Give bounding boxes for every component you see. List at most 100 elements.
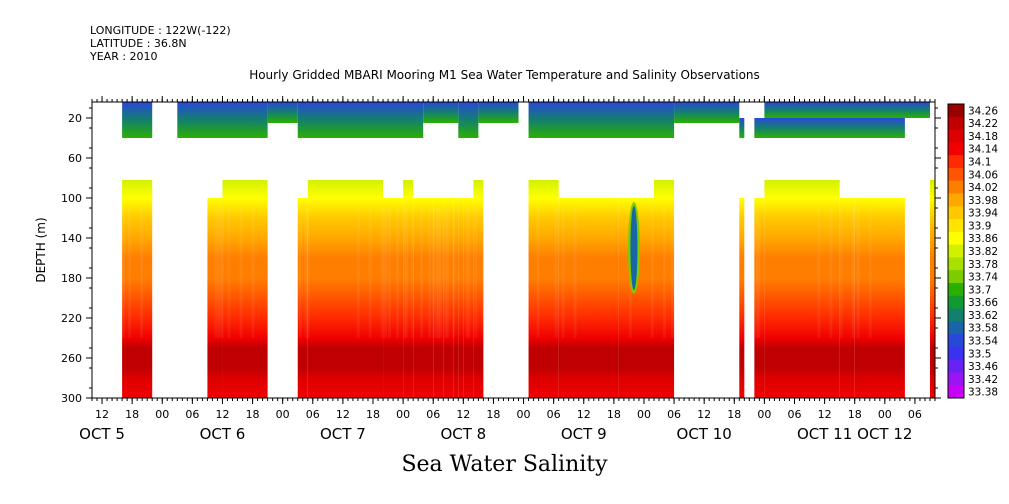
colorbar-swatch	[948, 321, 964, 335]
colorbar-swatch	[948, 346, 964, 361]
texture-streak	[561, 208, 565, 338]
deep-data-block	[297, 198, 308, 398]
x-hour-tick-label: 00	[757, 408, 771, 421]
colorbar-label: 33.66	[968, 297, 998, 309]
texture-streak	[474, 208, 478, 338]
x-hour-tick-label: 00	[396, 408, 410, 421]
colorbar-swatch	[948, 295, 964, 310]
texture-streak	[467, 208, 471, 338]
texture-streak	[122, 208, 126, 338]
colorbar-label: 33.78	[968, 259, 998, 271]
texture-streak	[239, 208, 243, 338]
deep-data-block	[854, 198, 905, 398]
texture-streak	[452, 208, 456, 338]
texture-streak	[437, 208, 441, 338]
colorbar-swatch	[948, 206, 964, 220]
texture-streak	[128, 208, 132, 338]
texture-streak	[396, 208, 400, 338]
x-hour-tick-label: 18	[366, 408, 380, 421]
x-hour-tick-label: 18	[125, 408, 139, 421]
texture-streak	[220, 208, 224, 338]
deep-data-block	[458, 198, 464, 398]
texture-streak	[217, 208, 221, 338]
texture-streak	[298, 208, 302, 338]
x-hour-tick-label: 06	[547, 408, 561, 421]
colorbar-swatch	[948, 308, 964, 322]
colorbar-swatch	[948, 359, 964, 373]
colorbar-label: 34.1	[968, 157, 991, 169]
x-hour-tick-label: 12	[95, 408, 109, 421]
texture-streak	[140, 208, 144, 338]
deep-data-block	[122, 180, 153, 398]
surface-data-block	[267, 102, 298, 123]
x-day-label: OCT 8	[440, 425, 486, 443]
colorbar-swatch	[948, 104, 964, 118]
x-hour-tick-label: 00	[517, 408, 531, 421]
surface-data-block	[739, 118, 745, 138]
deep-data-block	[413, 198, 434, 398]
colorbar-label: 34.26	[968, 105, 998, 117]
colorbar-label: 34.14	[968, 144, 998, 156]
deep-data-block	[463, 198, 474, 398]
x-hour-tick-label: 06	[908, 408, 922, 421]
x-hour-tick-label: 00	[637, 408, 651, 421]
x-hour-tick-label: 06	[185, 408, 199, 421]
year-label: YEAR : 2010	[90, 50, 158, 63]
texture-streak	[384, 208, 388, 338]
texture-streak	[817, 208, 821, 338]
texture-streak	[435, 208, 439, 338]
texture-streak	[573, 208, 577, 338]
texture-streak	[536, 208, 540, 338]
surface-data-block	[177, 102, 268, 138]
texture-streak	[405, 208, 409, 338]
x-hour-tick-label: 00	[878, 408, 892, 421]
location-header: LONGITUDE : 122W(-122) LATITUDE : 36.8N …	[90, 24, 231, 63]
texture-streak	[868, 208, 872, 338]
colorbar-swatch	[948, 385, 964, 399]
colorbar-swatch	[948, 244, 964, 258]
x-hour-tick-label: 00	[155, 408, 169, 421]
texture-streak	[554, 208, 558, 338]
x-hour-tick-label: 06	[426, 408, 440, 421]
surface-data-block	[423, 102, 459, 123]
x-day-label: OCT 9	[561, 425, 607, 443]
texture-streak	[856, 208, 860, 338]
colorbar-swatch	[948, 334, 964, 348]
texture-streak	[428, 208, 432, 338]
x-day-label: OCT 5	[79, 425, 125, 443]
x-hour-tick-label: 00	[276, 408, 290, 421]
colorbar-label: 33.98	[968, 195, 998, 207]
x-hour-tick-label: 18	[848, 408, 862, 421]
texture-streak	[465, 208, 469, 338]
x-hour-tick-label: 18	[607, 408, 621, 421]
texture-streak	[851, 208, 855, 338]
texture-streak	[403, 208, 407, 338]
x-hour-tick-label: 06	[788, 408, 802, 421]
colorbar-swatch	[948, 193, 964, 207]
colorbar-label: 33.42	[968, 374, 998, 386]
deep-data-block	[654, 180, 675, 398]
texture-streak	[304, 208, 308, 338]
colorbar-label: 34.22	[968, 118, 998, 130]
colorbar-swatch	[948, 270, 964, 284]
colorbar-swatch	[948, 155, 964, 169]
deep-data-block	[558, 198, 619, 398]
texture-streak	[214, 208, 218, 338]
colorbar-swatch	[948, 142, 964, 156]
deep-data-block	[739, 198, 745, 398]
colorbar-label: 33.62	[968, 310, 998, 322]
colorbar-swatch	[948, 282, 964, 297]
colorbar-label: 33.58	[968, 323, 998, 335]
colorbar-label: 33.46	[968, 361, 998, 373]
x-axis-title: Sea Water Salinity	[401, 452, 608, 477]
deep-data-block	[307, 180, 384, 398]
texture-streak	[439, 208, 443, 338]
colorbar-label: 34.02	[968, 182, 998, 194]
x-hour-tick-label: 12	[456, 408, 470, 421]
texture-streak	[227, 208, 231, 338]
texture-streak	[829, 208, 833, 338]
surface-data-block	[122, 102, 153, 138]
colorbar-swatch	[948, 257, 964, 271]
y-axis-title: DEPTH (m)	[34, 217, 48, 282]
latitude-label: LATITUDE : 36.8N	[90, 37, 187, 50]
